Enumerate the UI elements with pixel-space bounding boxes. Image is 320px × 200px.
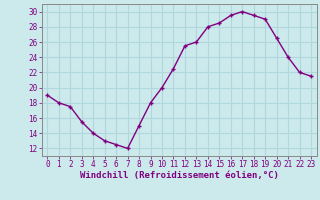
X-axis label: Windchill (Refroidissement éolien,°C): Windchill (Refroidissement éolien,°C) xyxy=(80,171,279,180)
